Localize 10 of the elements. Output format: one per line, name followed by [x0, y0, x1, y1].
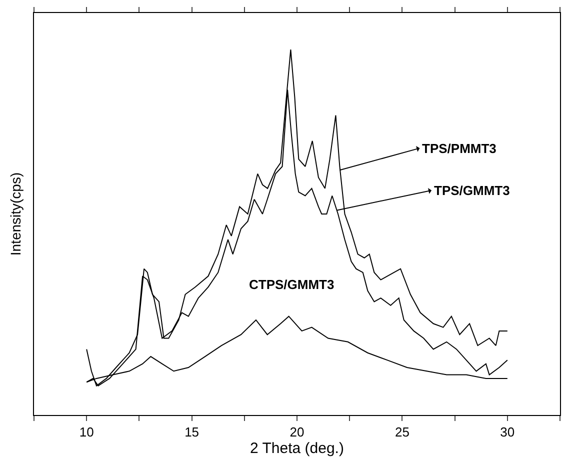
x-tick-label: 15 — [184, 424, 200, 440]
x-axis-title: 2 Theta (deg.) — [250, 440, 344, 457]
annotation: CTPS/GMMT3 — [249, 277, 334, 292]
x-tick-label: 25 — [394, 424, 410, 440]
y-axis-title: Intensity(cps) — [8, 172, 24, 256]
x-tick-label: 10 — [79, 424, 94, 440]
annotation: TPS/PMMT3 — [422, 141, 496, 156]
annotation: TPS/GMMT3 — [434, 183, 510, 198]
x-tick-label: 20 — [290, 424, 304, 440]
x-tick-label: 30 — [500, 424, 515, 440]
